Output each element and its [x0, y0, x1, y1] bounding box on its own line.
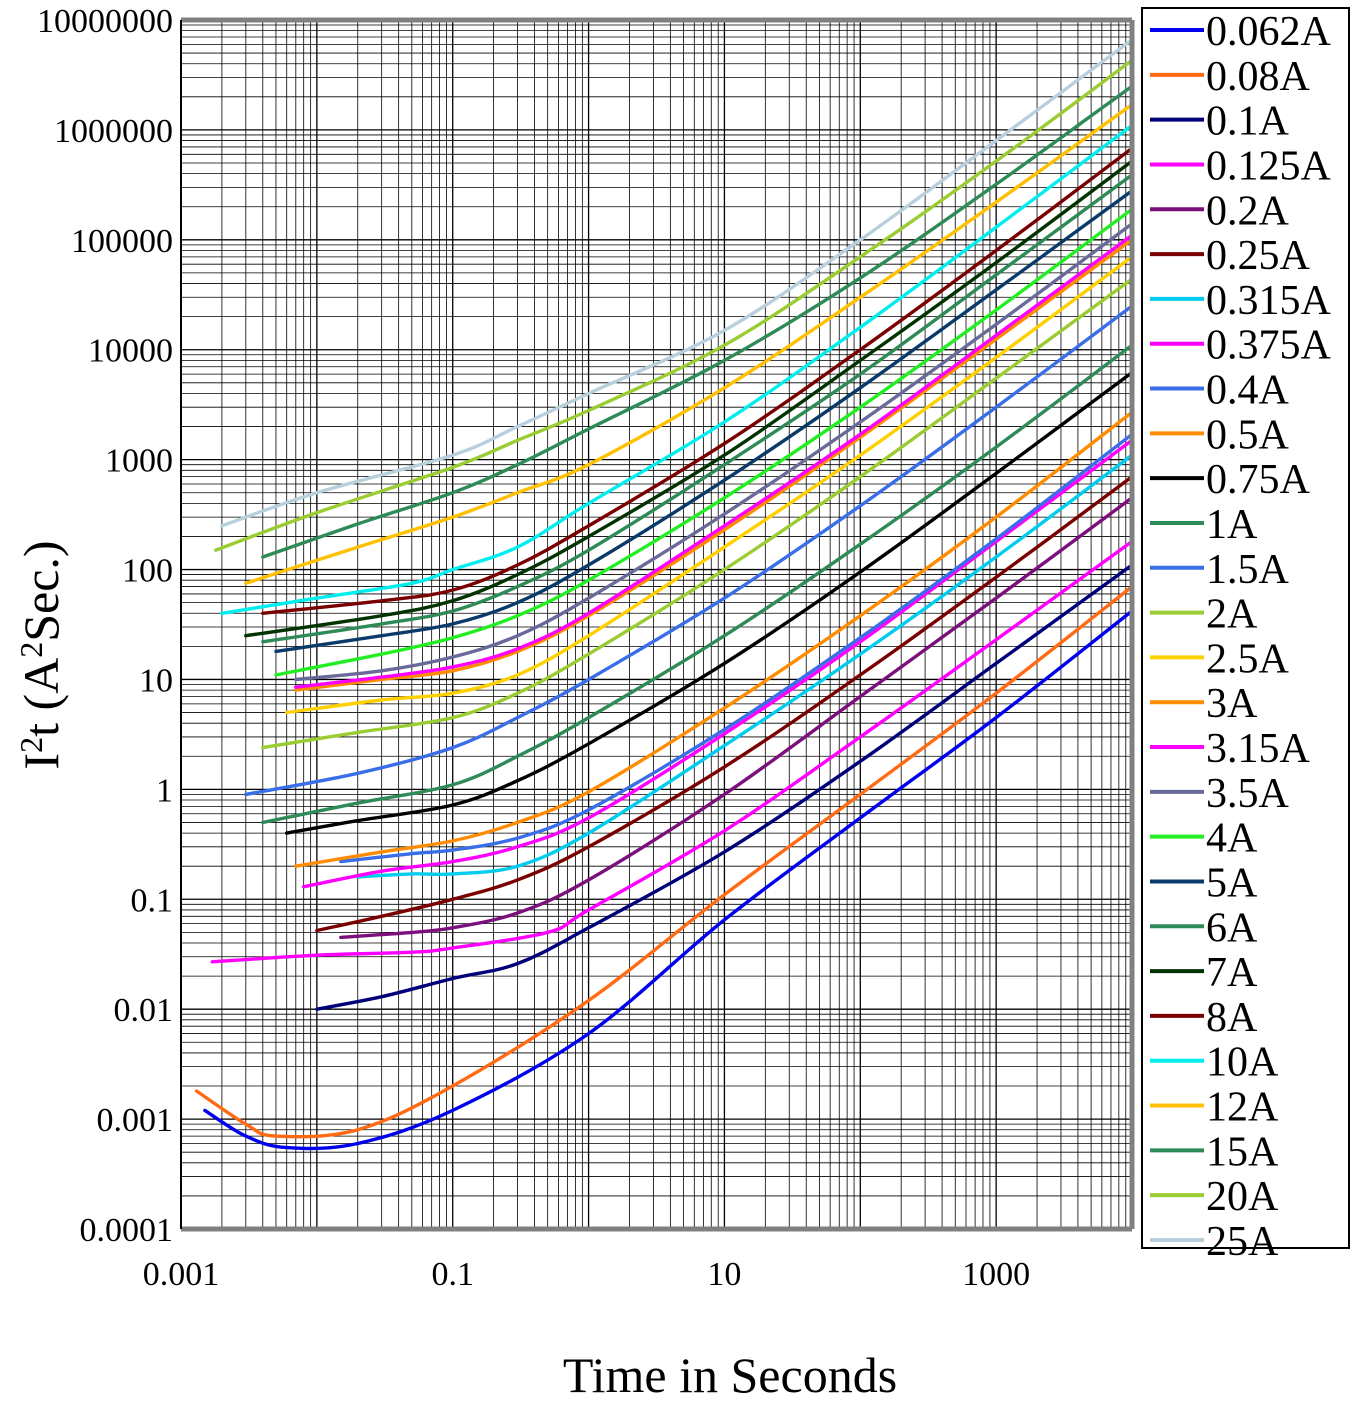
plot-frame	[180, 17, 1135, 1232]
y-axis-title-part-c: t (A	[13, 658, 69, 737]
legend-label: 4A	[1206, 816, 1258, 862]
series-line-20	[261, 173, 1134, 644]
legend-label: 0.75A	[1206, 457, 1311, 503]
series-line-8	[339, 432, 1134, 864]
x-tick-label: 0.001	[143, 1256, 220, 1293]
series-line-18	[274, 207, 1134, 677]
legend-label: 12A	[1206, 1085, 1279, 1131]
y-tick-label: 10	[139, 662, 173, 699]
legend-label: 2.5A	[1206, 636, 1290, 682]
y-tick-label: 1	[156, 772, 173, 809]
legend-label: 15A	[1206, 1129, 1279, 1175]
series-line-21	[244, 159, 1134, 638]
legend-box	[1141, 7, 1350, 1249]
tick-labels: 10000000 1000000 100000 10000 1000 100 10 1 0.1 0…	[37, 3, 1030, 1293]
series-line-24	[244, 102, 1134, 585]
legend-label: 0.4A	[1206, 368, 1290, 414]
series-line-25	[261, 84, 1134, 559]
y-axis-title-part-a: I	[13, 753, 69, 770]
series-line-12	[244, 304, 1134, 797]
y-axis-title: I2t (A2Sec.)	[13, 540, 69, 769]
series-line-10	[285, 370, 1134, 835]
series-line-17	[294, 222, 1134, 682]
series-lines	[194, 38, 1134, 1151]
series-line-2	[315, 563, 1134, 1011]
legend-label: 3.15A	[1206, 726, 1311, 772]
legend-label: 0.08A	[1206, 54, 1311, 100]
y-axis-title-part-e: Sec.)	[13, 540, 69, 641]
series-line-6	[356, 453, 1134, 879]
y-tick-label: 0.001	[97, 1102, 174, 1139]
series-line-22	[261, 146, 1134, 615]
legend-label: 1A	[1206, 502, 1258, 548]
x-axis-title: Time in Seconds	[563, 1347, 897, 1403]
series-line-3	[210, 539, 1134, 964]
series-line-5	[315, 475, 1134, 933]
series-line-13	[261, 277, 1134, 750]
legend-label: 0.2A	[1206, 188, 1290, 234]
y-tick-label: 0.1	[131, 882, 174, 919]
legend-label: 3.5A	[1206, 771, 1290, 817]
legend-label: 8A	[1206, 995, 1258, 1041]
y-axis-title-sup-2: 2	[13, 642, 49, 658]
series-line-7	[302, 438, 1134, 889]
series-line-19	[274, 189, 1134, 654]
y-tick-label: 10000	[88, 333, 173, 370]
y-axis-title-sup-1: 2	[13, 737, 49, 753]
legend-label: 20A	[1206, 1174, 1279, 1220]
legend-label: 6A	[1206, 905, 1258, 951]
series-line-11	[261, 343, 1134, 825]
series-line-23	[220, 123, 1134, 615]
x-tick-label: 1000	[962, 1256, 1030, 1293]
y-tick-label: 1000000	[54, 113, 173, 150]
series-line-0	[203, 609, 1134, 1151]
y-tick-label: 0.01	[114, 992, 174, 1029]
y-tick-label: 100	[122, 553, 173, 590]
legend-label: 2A	[1206, 592, 1258, 638]
series-line-4	[339, 496, 1134, 940]
legend-label: 0.062A	[1206, 9, 1332, 55]
legend-label: 0.5A	[1206, 412, 1290, 458]
y-tick-label: 1000	[105, 443, 173, 480]
legend-label: 0.1A	[1206, 99, 1290, 145]
legend-label: 7A	[1206, 950, 1258, 996]
series-line-15	[294, 238, 1134, 692]
legend-label: 25A	[1206, 1219, 1279, 1265]
legend-label: 5A	[1206, 860, 1258, 906]
series-line-1	[194, 584, 1134, 1139]
legend-label: 0.375A	[1206, 323, 1332, 369]
series-line-14	[285, 255, 1134, 715]
legend-label: 0.125A	[1206, 143, 1332, 189]
legend-label: 0.315A	[1206, 278, 1332, 324]
legend-label: 3A	[1206, 681, 1258, 727]
series-line-9	[294, 410, 1134, 868]
series-line-27	[220, 38, 1134, 528]
legend: 0.062A0.08A0.1A0.125A0.2A0.25A0.315A0.37…	[1141, 7, 1350, 1265]
legend-label: 0.25A	[1206, 233, 1311, 279]
y-tick-label: 10000000	[37, 3, 173, 40]
x-tick-label: 10	[707, 1256, 741, 1293]
y-tick-label: 100000	[71, 223, 173, 260]
legend-label: 10A	[1206, 1040, 1279, 1086]
x-tick-label: 0.1	[431, 1256, 474, 1293]
y-tick-label: 0.0001	[80, 1212, 174, 1249]
legend-label: 1.5A	[1206, 547, 1290, 593]
series-line-26	[214, 58, 1134, 552]
series-line-16	[294, 233, 1134, 689]
